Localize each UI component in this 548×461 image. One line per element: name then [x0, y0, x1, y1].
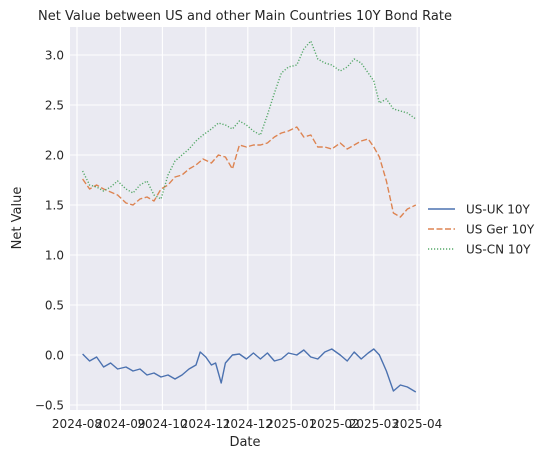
y-axis-label: Net Value — [10, 187, 25, 250]
y-tick-label: −0.5 — [35, 399, 64, 413]
tick-layer: −0.50.00.51.01.52.02.53.02024-082024-092… — [35, 49, 442, 432]
y-tick-label: 2.5 — [45, 99, 64, 113]
y-tick-label: 3.0 — [45, 49, 64, 63]
x-axis-label: Date — [229, 435, 260, 450]
y-tick-label: 0.0 — [45, 349, 64, 363]
series-layer — [81, 40, 417, 393]
y-tick-label: 1.5 — [45, 199, 64, 213]
x-tick-label: 2024-08 — [52, 417, 102, 431]
legend-label-2: US Ger 10Y — [466, 223, 535, 237]
x-tick-label: 2025-03 — [349, 417, 399, 431]
x-tick-label: 2024-09 — [95, 417, 145, 431]
x-tick-label: 2025-02 — [310, 417, 360, 431]
x-tick-label: 2025-04 — [392, 417, 442, 431]
y-tick-label: 1.0 — [45, 249, 64, 263]
plot-area-background — [70, 27, 420, 410]
legend-label-1: US-UK 10Y — [466, 203, 530, 217]
x-tick-label: 2024-11 — [181, 417, 231, 431]
chart-title: Net Value between US and other Main Coun… — [38, 9, 452, 24]
series-line-2 — [82, 126, 417, 218]
x-tick-label: 2025-01 — [266, 417, 316, 431]
y-tick-label: 0.5 — [45, 299, 64, 313]
x-tick-label: 2024-12 — [223, 417, 273, 431]
series-line-1 — [82, 348, 417, 393]
grid-layer — [70, 27, 420, 410]
x-tick-label: 2024-10 — [137, 417, 187, 431]
legend: US-UK 10Y US Ger 10Y US-CN 10Y — [428, 203, 535, 257]
y-tick-label: 2.0 — [45, 149, 64, 163]
legend-label-3: US-CN 10Y — [466, 243, 531, 257]
